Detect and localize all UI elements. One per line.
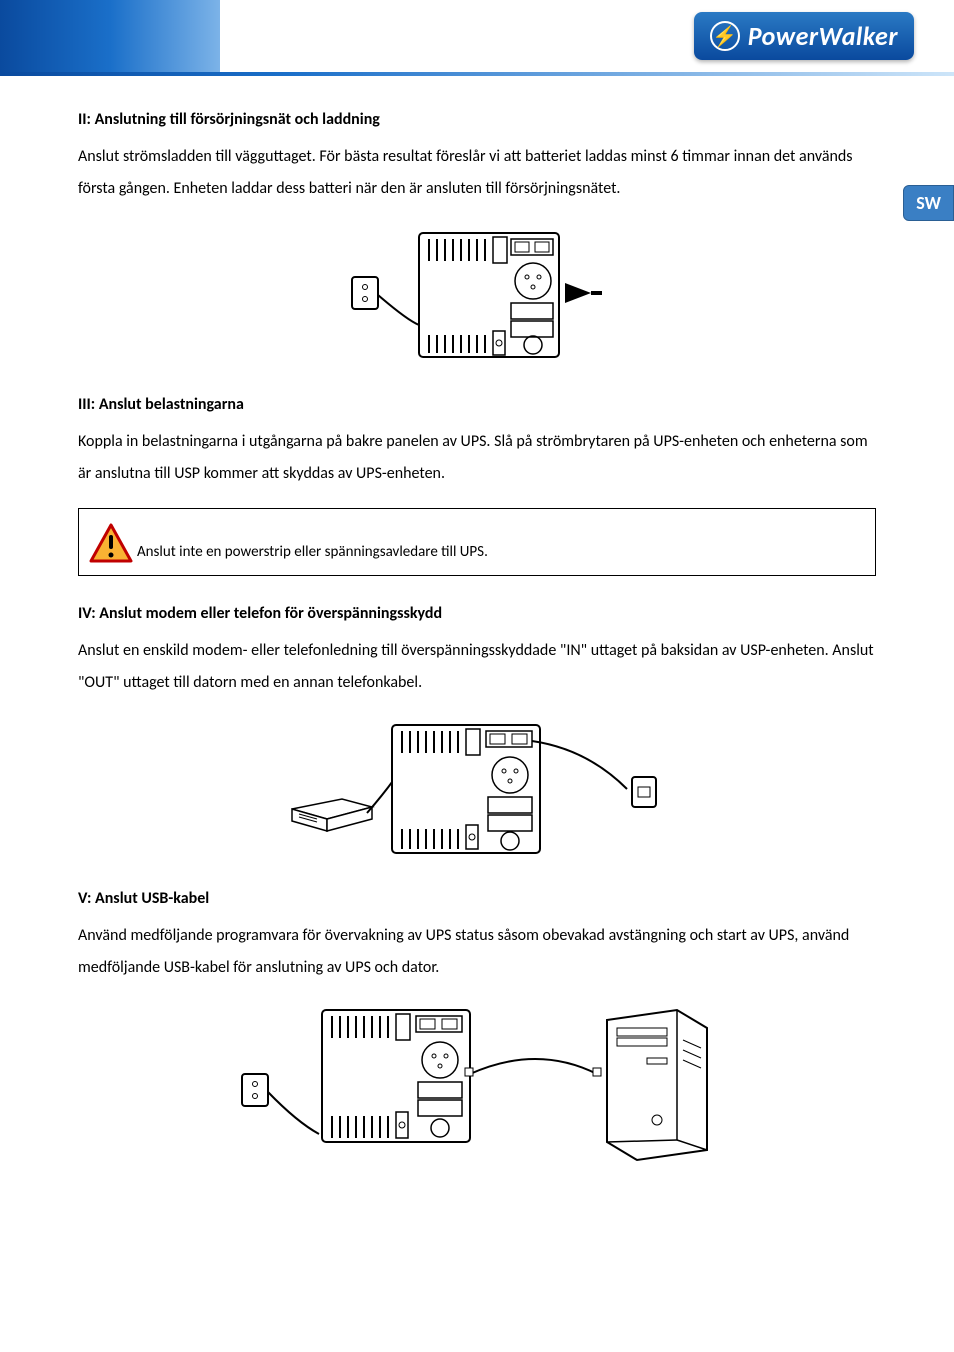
brand-logo: ⚡ PowerWalker	[694, 12, 914, 60]
figure-modem-connection	[78, 719, 876, 859]
language-tab: SW	[903, 185, 954, 221]
section-3-heading: III: Anslut belastningarna	[78, 395, 876, 414]
section-5-heading: V: Anslut USB-kabel	[78, 889, 876, 908]
warning-callout: Anslut inte en powerstrip eller spänning…	[78, 508, 876, 576]
section-2-heading: II: Anslutning till försörjningsnät och …	[78, 110, 876, 129]
section-3-body: Koppla in belastningarna i utgångarna på…	[78, 426, 876, 490]
figure-power-connection	[78, 225, 876, 365]
section-5-body: Använd medföljande programvara för överv…	[78, 920, 876, 984]
header-gradient	[0, 0, 220, 72]
section-4-heading: IV: Anslut modem eller telefon för övers…	[78, 604, 876, 623]
ups-usb-pc-diagram-icon	[237, 1004, 717, 1164]
section-4-body: Anslut en enskild modem- eller telefonle…	[78, 635, 876, 699]
figure-usb-connection	[78, 1004, 876, 1164]
brand-logo-icon: ⚡	[710, 21, 740, 51]
ups-plug-diagram-icon	[347, 225, 607, 365]
page-content: II: Anslutning till försörjningsnät och …	[0, 72, 954, 1214]
warning-text: Anslut inte en powerstrip eller spänning…	[137, 542, 488, 563]
brand-name: PowerWalker	[748, 20, 898, 52]
page-header: ⚡ PowerWalker	[0, 0, 954, 72]
section-2-body: Anslut strömsladden till vägguttaget. Fö…	[78, 141, 876, 205]
warning-triangle-icon	[89, 523, 133, 563]
ups-modem-diagram-icon	[287, 719, 667, 859]
header-underline	[0, 72, 954, 76]
